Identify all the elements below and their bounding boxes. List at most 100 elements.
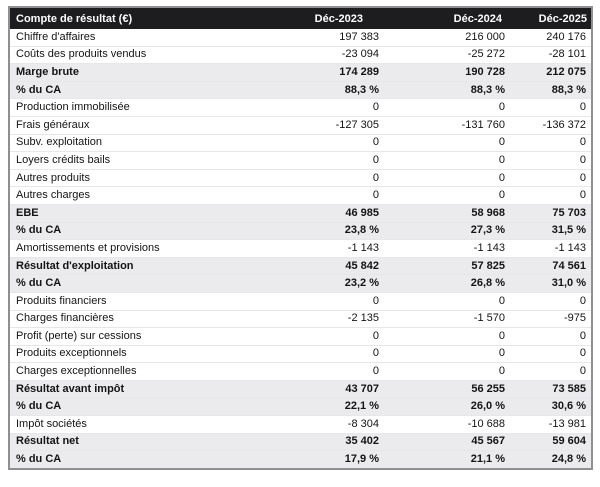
cell-value: 216 000 bbox=[465, 30, 505, 43]
table-row: EBE 46 985 58 968 75 703 bbox=[10, 204, 591, 223]
row-label: Coûts des produits vendus bbox=[16, 48, 147, 61]
cell-value: 0 bbox=[372, 136, 379, 149]
cell-value: 0 bbox=[372, 365, 379, 378]
row-label: Frais généraux bbox=[16, 118, 90, 131]
cell-value: -2 135 bbox=[347, 312, 379, 325]
cell-value: 56 255 bbox=[471, 382, 505, 395]
cell-value: 0 bbox=[498, 136, 505, 149]
cell-value: 22,1 % bbox=[344, 400, 379, 413]
cell-value: 27,3 % bbox=[470, 224, 505, 237]
cell-value: 240 176 bbox=[546, 30, 586, 43]
cell-value: -127 305 bbox=[335, 118, 379, 131]
row-label: Impôt sociétés bbox=[16, 417, 87, 430]
table-row: % du CA 23,8 % 27,3 % 31,5 % bbox=[10, 222, 591, 240]
cell-value: 45 567 bbox=[471, 435, 505, 448]
cell-value: 31,0 % bbox=[551, 277, 586, 290]
row-label: Amortissements et provisions bbox=[16, 241, 160, 254]
row-label: EBE bbox=[16, 206, 39, 219]
cell-value: 88,3 % bbox=[551, 83, 586, 96]
cell-value: -975 bbox=[563, 312, 586, 325]
row-label: % du CA bbox=[16, 400, 62, 413]
cell-value: 0 bbox=[579, 347, 586, 360]
cell-value: 30,6 % bbox=[551, 400, 586, 413]
cell-value: 88,3 % bbox=[470, 83, 505, 96]
row-label: Résultat net bbox=[16, 435, 79, 448]
table-row: Production immobilisée 0 0 0 bbox=[10, 98, 591, 117]
cell-value: 212 075 bbox=[546, 65, 586, 78]
table-row: Autres produits 0 0 0 bbox=[10, 169, 591, 187]
row-label: Subv. exploitation bbox=[16, 136, 103, 149]
cell-value: 31,5 % bbox=[551, 224, 586, 237]
cell-value: 174 289 bbox=[339, 65, 379, 78]
row-label: Production immobilisée bbox=[16, 101, 130, 114]
cell-value: 17,9 % bbox=[344, 453, 379, 466]
cell-value: 0 bbox=[498, 365, 505, 378]
cell-value: 59 604 bbox=[552, 435, 586, 448]
cell-value: 0 bbox=[498, 189, 505, 202]
cell-value: -131 760 bbox=[461, 118, 505, 131]
table-row: % du CA 23,2 % 26,8 % 31,0 % bbox=[10, 274, 591, 293]
cell-value: -1 143 bbox=[347, 241, 379, 254]
header-col-dec-2023: Déc-2023 bbox=[251, 8, 389, 29]
cell-value: -1 143 bbox=[473, 241, 505, 254]
row-label: Produits exceptionnels bbox=[16, 347, 127, 360]
cell-value: 58 968 bbox=[471, 206, 505, 219]
cell-value: 0 bbox=[579, 101, 586, 114]
table-row: Produits financiers 0 0 0 bbox=[10, 292, 591, 310]
cell-value: 0 bbox=[498, 171, 505, 184]
cell-value: 0 bbox=[372, 329, 379, 342]
cell-value: 0 bbox=[498, 153, 505, 166]
table-row: Amortissements et provisions -1 143 -1 143… bbox=[10, 239, 591, 258]
row-label: % du CA bbox=[16, 453, 62, 466]
cell-value: 0 bbox=[579, 294, 586, 307]
cell-value: 0 bbox=[498, 101, 505, 114]
cell-value: 0 bbox=[372, 347, 379, 360]
cell-value: -1 570 bbox=[473, 312, 505, 325]
cell-value: 46 985 bbox=[345, 206, 379, 219]
table-row: Frais généraux -127 305 -131 760 -136 372 bbox=[10, 116, 591, 134]
cell-value: 0 bbox=[372, 189, 379, 202]
row-label: % du CA bbox=[16, 277, 62, 290]
cell-value: 23,8 % bbox=[344, 224, 379, 237]
row-label: Chiffre d'affaires bbox=[16, 30, 96, 43]
cell-value: 26,8 % bbox=[470, 277, 505, 290]
table-row: Résultat net 35 402 45 567 59 604 bbox=[10, 433, 591, 451]
table-row: Coûts des produits vendus -23 094 -25 272 -… bbox=[10, 46, 591, 64]
row-label: Résultat avant impôt bbox=[16, 382, 125, 395]
table-row: Produits exceptionnels 0 0 0 bbox=[10, 345, 591, 363]
table-row: Résultat d'exploitation 45 842 57 825 74 56… bbox=[10, 257, 591, 275]
row-label: Produits financiers bbox=[16, 294, 107, 307]
cell-value: 23,2 % bbox=[344, 277, 379, 290]
row-label: Charges exceptionnelles bbox=[16, 365, 137, 378]
header-col-dec-2024: Déc-2024 bbox=[389, 8, 515, 29]
table-row: Impôt sociétés -8 304 -10 688 -13 981 bbox=[10, 415, 591, 434]
header-account-title: Compte de résultat (€) bbox=[10, 8, 251, 29]
row-label: Profit (perte) sur cessions bbox=[16, 329, 142, 342]
cell-value: 57 825 bbox=[471, 259, 505, 272]
table-row: Chiffre d'affaires 197 383 216 000 240 176 bbox=[10, 29, 591, 46]
cell-value: 0 bbox=[372, 101, 379, 114]
table-header: Compte de résultat (€) Déc-2023 Déc-2024… bbox=[10, 8, 591, 29]
row-label: % du CA bbox=[16, 224, 62, 237]
cell-value: 0 bbox=[579, 136, 586, 149]
cell-value: 0 bbox=[498, 347, 505, 360]
cell-value: 0 bbox=[498, 329, 505, 342]
table-row: Autres charges 0 0 0 bbox=[10, 186, 591, 205]
table-row: Subv. exploitation 0 0 0 bbox=[10, 134, 591, 152]
cell-value: 21,1 % bbox=[470, 453, 505, 466]
cell-value: 190 728 bbox=[465, 65, 505, 78]
cell-value: 0 bbox=[372, 294, 379, 307]
table-row: Marge brute 174 289 190 728 212 075 bbox=[10, 63, 591, 82]
cell-value: -8 304 bbox=[347, 417, 379, 430]
row-label: % du CA bbox=[16, 83, 62, 96]
row-label: Marge brute bbox=[16, 65, 79, 78]
cell-value: -23 094 bbox=[341, 48, 379, 61]
row-label: Autres charges bbox=[16, 189, 90, 202]
table-row: Charges exceptionnelles 0 0 0 bbox=[10, 362, 591, 381]
table-row: % du CA 22,1 % 26,0 % 30,6 % bbox=[10, 397, 591, 416]
cell-value: -13 981 bbox=[548, 417, 586, 430]
cell-value: 0 bbox=[579, 189, 586, 202]
row-label: Charges financières bbox=[16, 312, 114, 325]
cell-value: 0 bbox=[372, 171, 379, 184]
income-statement-table: Compte de résultat (€) Déc-2023 Déc-2024… bbox=[10, 8, 591, 468]
